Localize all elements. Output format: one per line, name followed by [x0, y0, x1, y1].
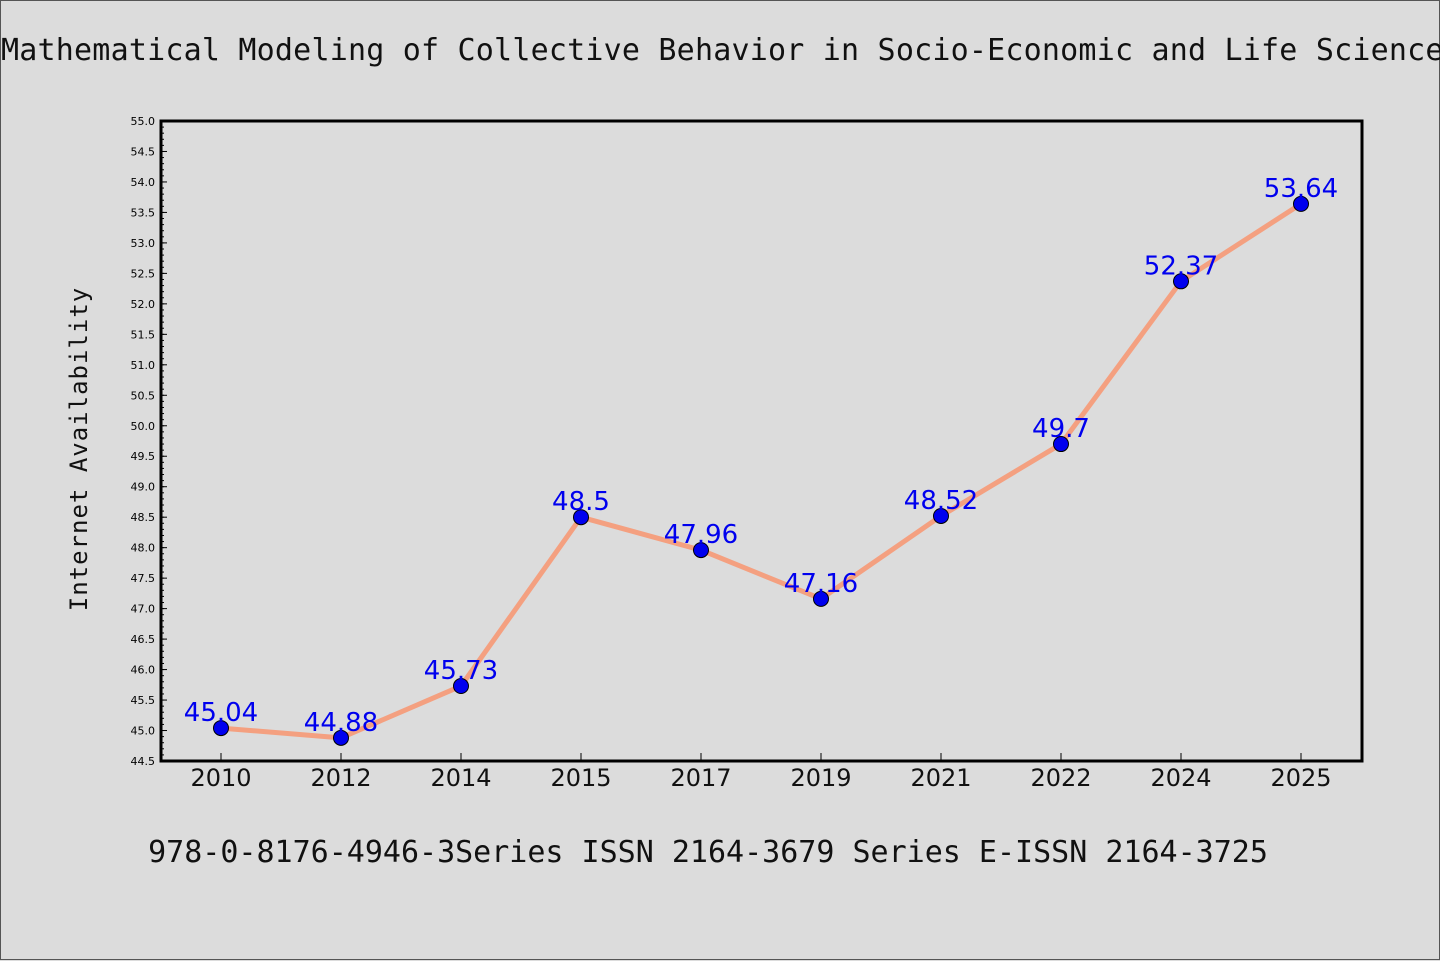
series-group: 45.04 44.88 45.73 48.5 47.96 47.16 48.52 49.7 52…: [184, 174, 1338, 746]
x-tick-label: 2019: [790, 764, 851, 792]
data-point: [1293, 195, 1309, 212]
data-label: 45.04: [184, 698, 258, 728]
y-tick-label: 47.5: [131, 572, 156, 585]
y-tick-label: 55.0: [131, 115, 156, 128]
data-point: [933, 507, 949, 524]
x-tick-label: 2012: [310, 764, 371, 792]
chart-title: Mathematical Modeling of Collective Beha…: [1, 33, 1440, 68]
y-tick-label: 54.5: [131, 145, 156, 158]
data-point: [573, 509, 589, 526]
y-tick-label: 48.5: [131, 511, 156, 524]
x-tick-label: 2025: [1270, 764, 1331, 792]
x-tick-label: 2014: [430, 764, 491, 792]
y-tick-label: 51.5: [131, 328, 156, 341]
data-label: 48.5: [552, 487, 610, 517]
series-line: [220, 201, 1303, 741]
y-tick-label: 50.0: [131, 420, 156, 433]
data-point: [813, 590, 829, 607]
data-label: 53.64: [1264, 174, 1338, 204]
data-label: 48.52: [904, 486, 978, 516]
data-point: [213, 720, 229, 737]
x-tick-label: 2015: [550, 764, 611, 792]
y-axis-label: Internet Availability: [65, 287, 93, 611]
x-tick-label: 2024: [1150, 764, 1211, 792]
y-tick-label: 45.0: [131, 725, 156, 738]
y-tick-label: 51.0: [131, 359, 156, 372]
x-tick-label: 2022: [1030, 764, 1091, 792]
x-tick-label: 2010: [190, 764, 251, 792]
data-label: 45.73: [424, 656, 498, 686]
y-tick-label: 46.0: [131, 664, 156, 677]
data-point: [453, 678, 469, 695]
y-tick-label: 49.5: [131, 450, 156, 463]
data-label: 52.37: [1144, 251, 1218, 281]
data-point: [693, 542, 709, 559]
y-tick-label: 44.5: [131, 755, 156, 768]
chart-footer: 978-0-8176-4946-3Series ISSN 2164-3679 S…: [148, 835, 1268, 870]
data-point: [1053, 436, 1069, 453]
data-label: 49.7: [1032, 414, 1090, 444]
y-tick-label: 46.5: [131, 633, 156, 646]
data-label: 47.16: [784, 569, 858, 599]
y-tick-label: 49.0: [131, 481, 156, 494]
y-tick-label: 53.5: [131, 206, 156, 219]
y-tick-label: 53.0: [131, 237, 156, 250]
data-point: [1173, 273, 1189, 290]
data-label: 44.88: [304, 708, 378, 738]
y-tick-label: 54.0: [131, 176, 156, 189]
y-tick-label: 47.0: [131, 603, 156, 616]
plot-frame: [159, 119, 1364, 763]
x-tick-label: 2017: [670, 764, 731, 792]
y-tick-label: 52.0: [131, 298, 156, 311]
x-axis: 2010 2012 2014 2015 2017 2019 2021 2022 2024 2025: [190, 753, 1332, 792]
x-tick-label: 2021: [910, 764, 971, 792]
y-tick-label: 45.5: [131, 694, 156, 707]
y-tick-label: 48.0: [131, 542, 156, 555]
y-tick-label: 52.5: [131, 267, 156, 280]
y-tick-label: 50.5: [131, 389, 156, 402]
data-label: 47.96: [664, 520, 738, 550]
data-point: [333, 729, 349, 746]
